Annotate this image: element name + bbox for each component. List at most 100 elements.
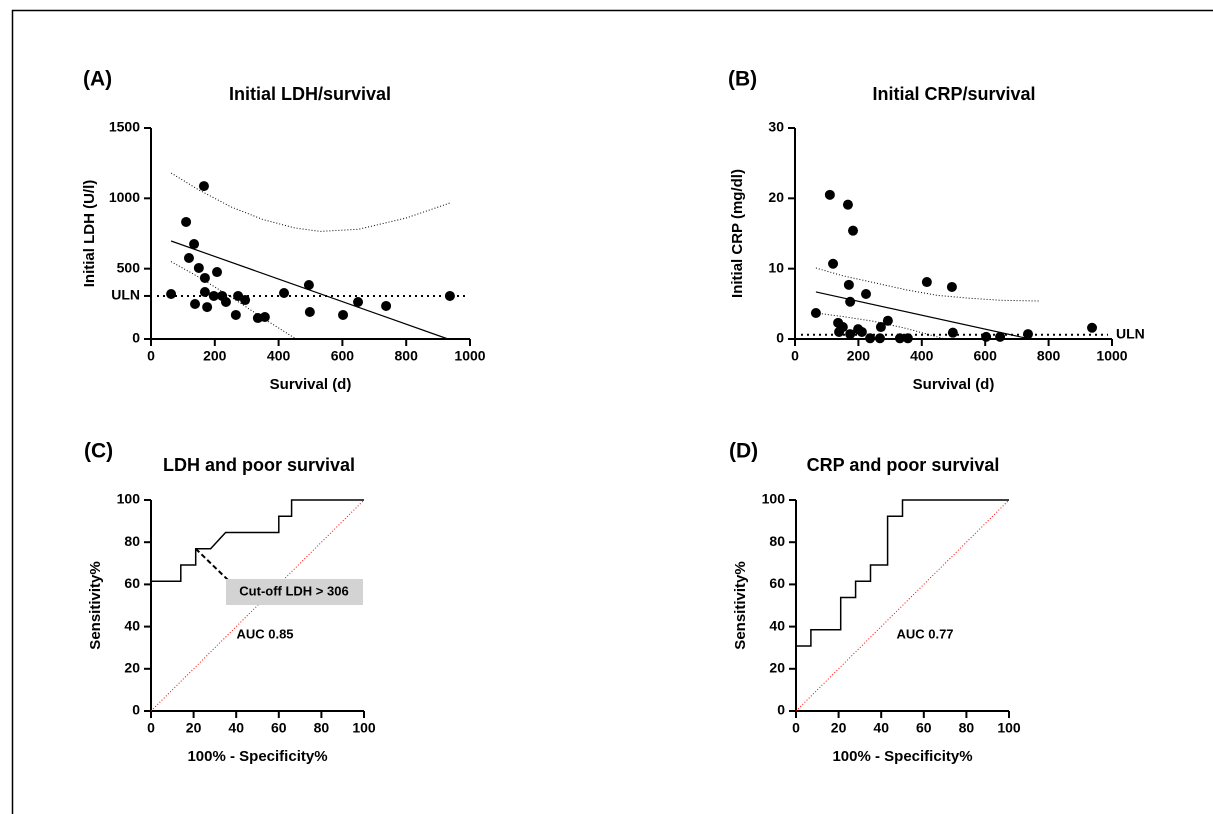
data-point bbox=[810, 307, 821, 318]
data-point bbox=[189, 239, 200, 250]
x-tick-label: 1000 bbox=[454, 348, 485, 364]
panel-label: (B) bbox=[728, 68, 757, 91]
x-tick-label: 0 bbox=[791, 348, 799, 364]
reference-diagonal bbox=[795, 499, 1010, 712]
x-tick-label: 0 bbox=[147, 720, 155, 736]
x-tick-label: 0 bbox=[147, 348, 155, 364]
y-axis-label: Sensitivity% bbox=[87, 561, 104, 649]
y-tick-label: 100 bbox=[117, 491, 141, 507]
data-point bbox=[824, 189, 835, 200]
data-point bbox=[193, 262, 204, 273]
x-tick-label: 800 bbox=[395, 348, 419, 364]
data-point bbox=[304, 306, 315, 317]
y-tick-label: 30 bbox=[768, 119, 784, 135]
y-tick-label: 60 bbox=[124, 575, 140, 591]
x-tick-label: 60 bbox=[916, 720, 932, 736]
y-axis-label: Initial CRP (mg/dl) bbox=[729, 169, 746, 298]
y-tick-label: 100 bbox=[762, 491, 786, 507]
x-tick-label: 200 bbox=[847, 348, 871, 364]
chart-title: CRP and poor survival bbox=[807, 455, 1000, 475]
data-point bbox=[874, 333, 885, 344]
y-axis-label: Sensitivity% bbox=[732, 561, 749, 649]
data-point bbox=[995, 331, 1006, 342]
auc-label: AUC 0.85 bbox=[236, 626, 293, 641]
data-point bbox=[190, 298, 201, 309]
roc-curve bbox=[151, 499, 364, 582]
panel-label: (A) bbox=[83, 68, 112, 91]
data-point bbox=[208, 290, 219, 301]
y-tick-label: 1000 bbox=[109, 189, 140, 205]
data-point bbox=[303, 279, 314, 290]
data-point bbox=[199, 272, 210, 283]
data-point bbox=[259, 312, 270, 323]
y-tick-label: 0 bbox=[777, 702, 785, 718]
panel-label: (D) bbox=[729, 440, 758, 463]
data-point bbox=[338, 309, 349, 320]
data-point bbox=[198, 181, 209, 192]
data-point bbox=[1022, 329, 1033, 340]
frame bbox=[11, 9, 1213, 814]
x-tick-label: 20 bbox=[831, 720, 847, 736]
x-tick-label: 40 bbox=[873, 720, 889, 736]
y-tick-label: 0 bbox=[776, 330, 784, 346]
x-tick-label: 0 bbox=[792, 720, 800, 736]
data-point bbox=[921, 277, 932, 288]
x-axis-label: 100% - Specificity% bbox=[187, 748, 327, 765]
data-point bbox=[875, 322, 886, 333]
y-tick-label: 0 bbox=[132, 330, 140, 346]
chart-title: Initial LDH/survival bbox=[229, 84, 391, 104]
x-axis-label: Survival (d) bbox=[270, 376, 352, 393]
x-tick-label: 80 bbox=[314, 720, 330, 736]
data-point bbox=[166, 288, 177, 299]
data-point bbox=[842, 199, 853, 210]
data-point bbox=[848, 225, 859, 236]
data-point bbox=[845, 296, 856, 307]
data-point bbox=[279, 288, 290, 299]
x-tick-label: 600 bbox=[331, 348, 355, 364]
y-tick-label: ULN bbox=[111, 287, 140, 303]
x-tick-label: 100 bbox=[352, 720, 376, 736]
data-point bbox=[894, 333, 905, 344]
y-axis-label: Initial LDH (U/l) bbox=[81, 180, 98, 288]
data-point bbox=[947, 327, 958, 338]
data-point bbox=[444, 290, 455, 301]
y-tick-label: 1500 bbox=[109, 119, 140, 135]
y-tick-label: 20 bbox=[768, 189, 784, 205]
y-tick-label: 20 bbox=[769, 660, 785, 676]
y-tick-label: 60 bbox=[769, 575, 785, 591]
y-tick-label: 0 bbox=[132, 702, 140, 718]
panel-label: (C) bbox=[84, 440, 113, 463]
cutoff-label: Cut-off LDH > 306 bbox=[239, 583, 348, 598]
x-tick-label: 40 bbox=[228, 720, 244, 736]
data-point bbox=[353, 297, 364, 308]
x-axis-label: 100% - Specificity% bbox=[832, 748, 972, 765]
data-point bbox=[212, 267, 223, 278]
data-point bbox=[240, 295, 251, 306]
chart-title: LDH and poor survival bbox=[163, 455, 355, 475]
x-tick-label: 60 bbox=[271, 720, 287, 736]
data-point bbox=[981, 331, 992, 342]
x-tick-label: 800 bbox=[1037, 348, 1061, 364]
x-tick-label: 1000 bbox=[1096, 348, 1127, 364]
data-point bbox=[865, 333, 876, 344]
data-point bbox=[845, 329, 856, 340]
x-tick-label: 400 bbox=[267, 348, 291, 364]
x-tick-label: 20 bbox=[186, 720, 202, 736]
y-tick-label: 500 bbox=[117, 259, 141, 275]
y-tick-label: 80 bbox=[769, 533, 785, 549]
reference-label: ULN bbox=[1116, 325, 1145, 341]
y-tick-label: 40 bbox=[769, 617, 785, 633]
x-tick-label: 400 bbox=[910, 348, 934, 364]
data-point bbox=[843, 279, 854, 290]
data-point bbox=[230, 309, 241, 320]
data-point bbox=[828, 258, 839, 269]
y-tick-label: 20 bbox=[124, 660, 140, 676]
data-point bbox=[202, 302, 213, 313]
data-point bbox=[1087, 322, 1098, 333]
x-tick-label: 100 bbox=[997, 720, 1021, 736]
confidence-band bbox=[170, 172, 451, 232]
regression-line bbox=[170, 240, 449, 340]
reference-diagonal bbox=[150, 499, 365, 712]
